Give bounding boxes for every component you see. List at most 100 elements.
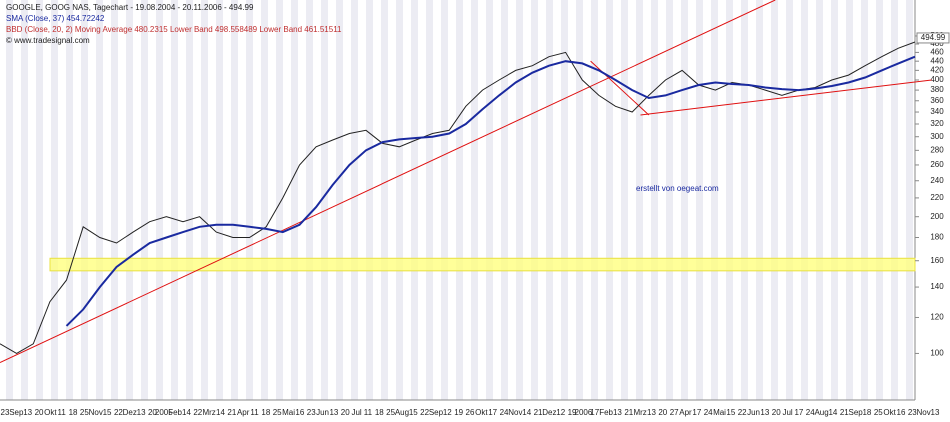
x-tick-label: Mrz xyxy=(633,408,646,417)
stripe xyxy=(141,0,148,400)
stripes xyxy=(6,0,913,400)
y-tick-label: 400 xyxy=(930,75,944,84)
stripe xyxy=(126,0,133,400)
x-tick-label: 16 xyxy=(295,408,304,417)
trendline xyxy=(0,0,776,363)
x-tick-label: Nov xyxy=(917,408,931,417)
stripe xyxy=(456,0,463,400)
stripe xyxy=(636,0,643,400)
y-tick-label: 180 xyxy=(930,233,944,242)
stripe xyxy=(291,0,298,400)
stripe xyxy=(441,0,448,400)
stripe xyxy=(516,0,523,400)
stripe xyxy=(606,0,613,400)
stripe xyxy=(366,0,373,400)
stripe xyxy=(786,0,793,400)
x-tick-label: 13 xyxy=(23,408,32,417)
x-tick-label: Jul xyxy=(351,408,361,417)
stripe xyxy=(351,0,358,400)
stripe xyxy=(696,0,703,400)
stripe xyxy=(651,0,658,400)
stripe xyxy=(501,0,508,400)
x-tick-label: 25 xyxy=(80,408,89,417)
x-tick-label: 17 xyxy=(692,408,701,417)
stripe xyxy=(561,0,568,400)
stripe xyxy=(756,0,763,400)
stripe xyxy=(861,0,868,400)
stripe xyxy=(666,0,673,400)
x-tick-label: 11 xyxy=(364,408,373,417)
x-tick-label: 23 xyxy=(1,408,10,417)
y-tick-label: 320 xyxy=(930,119,944,128)
stripe xyxy=(591,0,598,400)
stripe xyxy=(801,0,808,400)
x-tick-label: Aug xyxy=(395,408,409,417)
annotation: erstellt von oegeat.com xyxy=(636,184,719,193)
x-tick-label: 13 xyxy=(647,408,656,417)
y-tick-label: 140 xyxy=(930,282,944,291)
x-tick-label: Jun xyxy=(747,408,760,417)
trendline xyxy=(640,79,932,116)
x-tick-label: 23 xyxy=(307,408,316,417)
stripe xyxy=(36,0,43,400)
x-tick-label: 21 xyxy=(840,408,849,417)
x-tick-label: 13 xyxy=(329,408,338,417)
stripe xyxy=(531,0,538,400)
stripe xyxy=(396,0,403,400)
y-tick-label: 380 xyxy=(930,85,944,94)
x-tick-label: Nov xyxy=(508,408,522,417)
y-tick-label: 340 xyxy=(930,107,944,116)
stripe xyxy=(711,0,718,400)
x-tick-label: 24 xyxy=(806,408,815,417)
chart-title: GOOGLE, GOOG NAS, Tagechart - 19.08.2004… xyxy=(6,3,254,12)
stripe xyxy=(111,0,118,400)
x-tick-label: 18 xyxy=(862,408,871,417)
y-tick-label: 480 xyxy=(930,39,944,48)
stripe xyxy=(816,0,823,400)
x-tick-label: Jun xyxy=(316,408,329,417)
x-tick-label: 13 xyxy=(613,408,622,417)
legend-text: © www.tradesignal.com xyxy=(6,36,90,45)
x-tick-label: Sep xyxy=(848,408,863,417)
legend-text: BBD (Close, 20, 2) Moving Average 480.23… xyxy=(6,25,342,34)
y-tick-label: 360 xyxy=(930,96,944,105)
stripe xyxy=(66,0,73,400)
x-tick-label: 24 xyxy=(704,408,713,417)
y-tick-label: 440 xyxy=(930,56,944,65)
stripe xyxy=(81,0,88,400)
y-tick-label: 280 xyxy=(930,145,944,154)
x-tick-label: 20 xyxy=(148,408,157,417)
x-tick-label: 19 xyxy=(454,408,463,417)
stripe xyxy=(186,0,193,400)
price-label: 494.99 xyxy=(921,33,946,42)
x-tick-label: 18 xyxy=(69,408,78,417)
x-tick-label: 23 xyxy=(908,408,917,417)
x-tick-label: 11 xyxy=(58,408,67,417)
x-tick-label: Mai xyxy=(282,408,295,417)
stripe xyxy=(831,0,838,400)
zone xyxy=(49,257,916,272)
x-tick-label: 15 xyxy=(409,408,418,417)
x-tick-label: Apr xyxy=(237,408,250,417)
y-tick-label: 260 xyxy=(930,160,944,169)
stripe xyxy=(276,0,283,400)
stripe xyxy=(231,0,238,400)
stripe xyxy=(681,0,688,400)
stripe xyxy=(246,0,253,400)
x-tick-label: 22 xyxy=(738,408,747,417)
x-tick-label: 27 xyxy=(670,408,679,417)
stripe xyxy=(51,0,58,400)
x-tick-label: 25 xyxy=(273,408,282,417)
y-tick-label: 100 xyxy=(930,349,944,358)
stripe xyxy=(321,0,328,400)
x-tick-label: 2005 xyxy=(155,408,173,417)
stripe xyxy=(546,0,553,400)
stripe xyxy=(381,0,388,400)
x-tick-label: Mai xyxy=(713,408,726,417)
price-tag xyxy=(916,32,950,44)
y-tick-label: 460 xyxy=(930,48,944,57)
x-tick-label: Feb xyxy=(168,408,182,417)
y-tick-label: 160 xyxy=(930,256,944,265)
x-tick-label: Okt xyxy=(475,408,488,417)
